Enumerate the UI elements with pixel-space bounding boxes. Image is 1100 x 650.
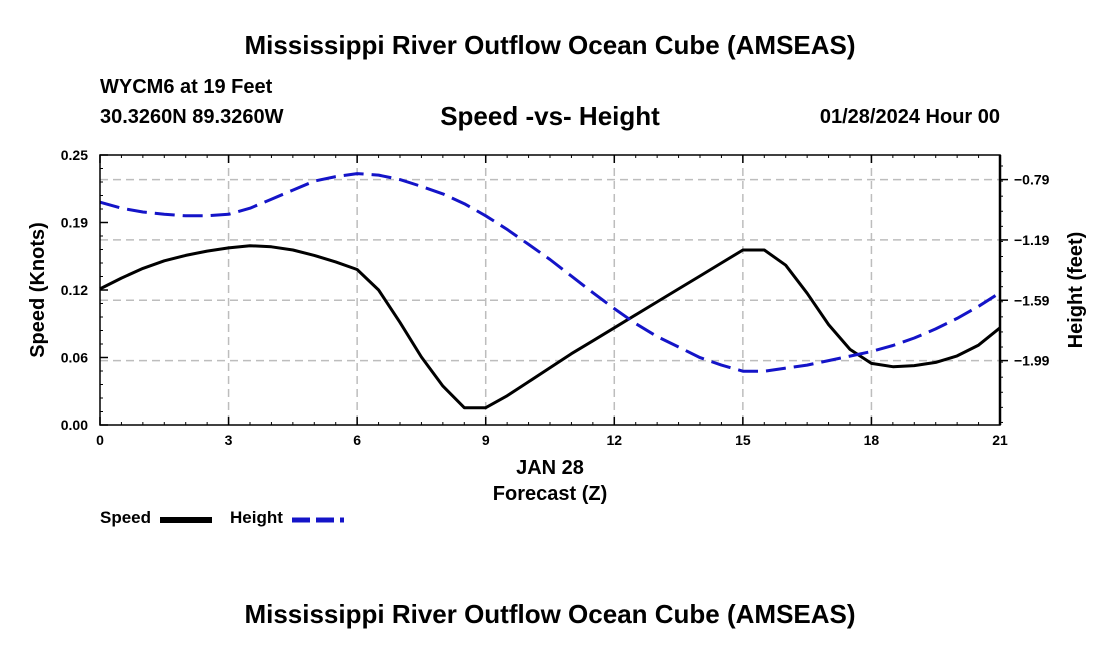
x-tick-label: 18	[864, 432, 880, 448]
y-tick-label: 0.00	[61, 417, 88, 433]
forecast-date: 01/28/2024 Hour 00	[819, 106, 1000, 128]
speed-series-line	[99, 244, 1001, 410]
y-tick-label: 0.12	[61, 282, 88, 298]
legend-height-label: Height	[230, 508, 283, 527]
x-tick-label: 9	[482, 432, 490, 448]
series-layer	[99, 172, 1001, 410]
axis-labels: 0 3 6 9 12 15 18 21 0.00 0.06 0.12 0.19 0.25 −0.79 −1.…	[61, 147, 1050, 448]
x-tick-label: 15	[735, 432, 751, 448]
y-tick-label: 0.06	[61, 350, 88, 366]
coordinates-label: 30.3260N 89.3260W	[100, 106, 284, 128]
station-label: WYCM6 at 19 Feet	[100, 76, 273, 98]
y-tick-label: 0.19	[61, 215, 88, 231]
x-tick-label: 6	[353, 432, 361, 448]
chart-title: Mississippi River Outflow Ocean Cube (AM…	[244, 30, 856, 60]
height-series-line	[99, 172, 1001, 373]
x-tick-label: 3	[225, 432, 233, 448]
y-axis-title: Speed (Knots)	[27, 222, 49, 358]
y2-tick-label: −1.99	[1014, 353, 1050, 369]
x-axis-sublabel: JAN 28	[516, 457, 584, 479]
x-axis-title: Forecast (Z)	[493, 483, 607, 505]
grid-lines	[100, 155, 1000, 425]
y2-tick-label: −1.59	[1014, 292, 1050, 308]
chart-subtitle: Speed -vs- Height	[440, 101, 660, 131]
plot-frame	[99, 154, 1001, 426]
footer-title: Mississippi River Outflow Ocean Cube (AM…	[244, 599, 856, 629]
y2-tick-label: −0.79	[1014, 172, 1050, 188]
y-tick-label: 0.25	[61, 147, 88, 163]
x-tick-label: 21	[992, 432, 1008, 448]
x-tick-label: 12	[606, 432, 622, 448]
x-tick-label: 0	[96, 432, 104, 448]
y2-axis-title: Height (feet)	[1065, 232, 1087, 349]
legend-speed-label: Speed	[100, 508, 152, 527]
y2-tick-label: −1.19	[1014, 232, 1050, 248]
